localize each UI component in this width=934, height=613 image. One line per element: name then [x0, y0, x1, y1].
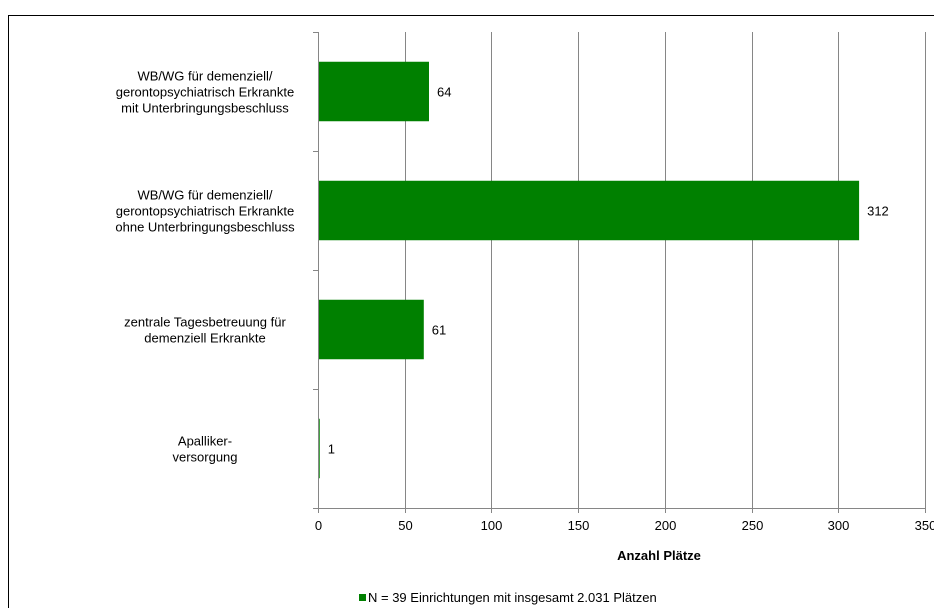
- data-label-1: 312: [867, 204, 889, 219]
- tick-label-x-0: 0: [315, 518, 322, 533]
- category-label-line: demenziell Erkrankte: [144, 331, 265, 346]
- tick-label-x-200: 200: [655, 518, 677, 533]
- category-label-3: Apalliker-versorgung: [172, 434, 237, 465]
- tick-label-x-300: 300: [828, 518, 850, 533]
- category-label-line: WB/WG für demenziell/: [137, 188, 272, 203]
- data-label-0: 64: [437, 85, 451, 100]
- gridlines: [406, 32, 926, 508]
- bar-1: [318, 181, 859, 241]
- bars: [318, 62, 859, 479]
- category-label-0: WB/WG für demenziell/gerontopsychiatrisc…: [116, 69, 294, 116]
- category-label-line: zentrale Tagesbetreuung für: [124, 315, 286, 330]
- labels: 0 50 100 150 200 250 300 350 64 WB/WG für demenzi…: [115, 69, 934, 534]
- legend: N = 39 Einrichtungen mit insgesamt 2.031…: [359, 590, 657, 605]
- tick-label-x-350: 350: [915, 518, 934, 533]
- tick-label-x-150: 150: [568, 518, 590, 533]
- category-label-line: WB/WG für demenziell/: [137, 69, 272, 84]
- category-label-1: WB/WG für demenziell/gerontopsychiatrisc…: [115, 188, 295, 235]
- data-label-3: 1: [328, 442, 335, 457]
- legend-label: N = 39 Einrichtungen mit insgesamt 2.031…: [368, 590, 657, 605]
- category-label-line: gerontopsychiatrisch Erkrankte: [116, 204, 294, 219]
- tick-label-x-100: 100: [481, 518, 503, 533]
- tick-label-x-50: 50: [398, 518, 412, 533]
- data-label-2: 61: [432, 323, 446, 338]
- category-label-line: Apalliker-: [178, 434, 232, 449]
- tick-label-x-250: 250: [742, 518, 764, 533]
- x-axis-title: Anzahl Plätze: [617, 548, 701, 563]
- bar-2: [318, 300, 424, 360]
- category-label-line: mit Unterbringungsbeschluss: [121, 101, 289, 116]
- legend-swatch: [359, 594, 366, 601]
- bar-0: [318, 62, 429, 122]
- category-label-line: ohne Unterbringungsbeschluss: [115, 220, 295, 235]
- category-label-line: gerontopsychiatrisch Erkrankte: [116, 85, 294, 100]
- category-label-line: versorgung: [172, 450, 237, 465]
